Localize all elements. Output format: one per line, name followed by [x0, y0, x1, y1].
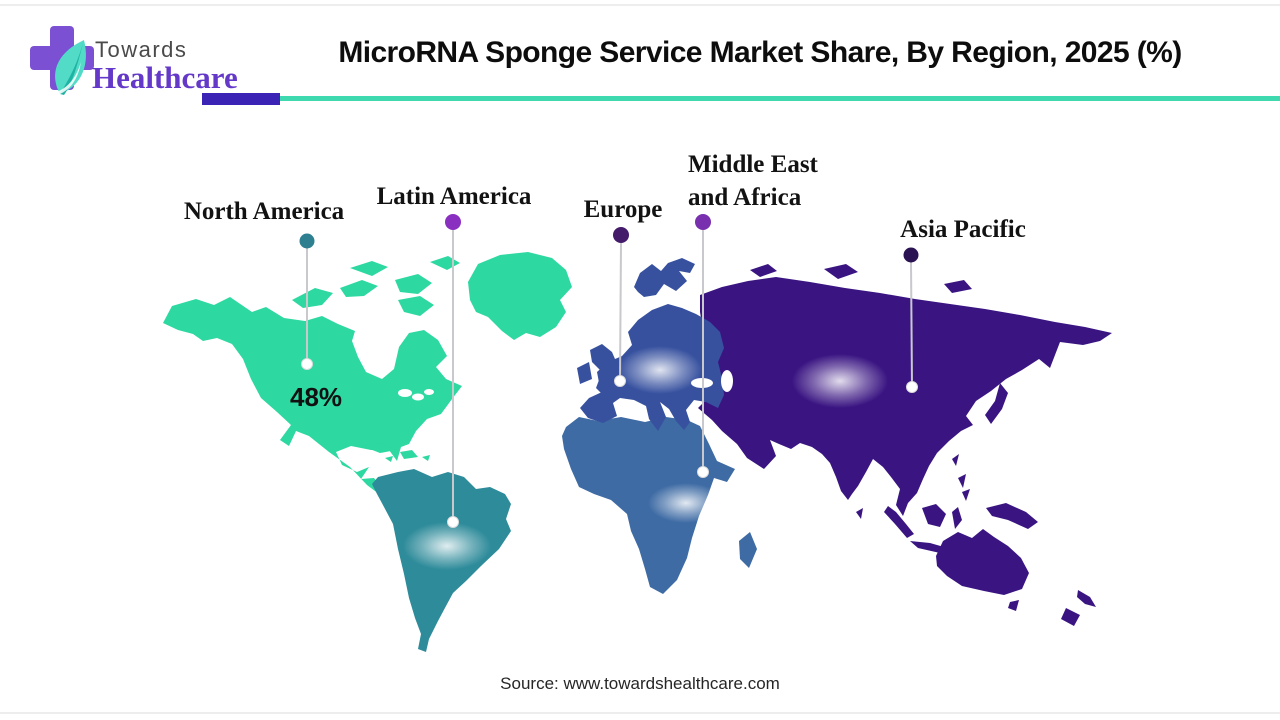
label-europe: Europe — [583, 196, 663, 223]
top-border-line — [0, 4, 1280, 6]
pin-dot-latin-america — [445, 214, 461, 230]
pin-europe — [613, 227, 629, 387]
pin-dot-middle-east-africa — [695, 214, 711, 230]
leaf-icon — [55, 40, 86, 95]
map-glow-highlights — [403, 346, 888, 570]
logo-text-healthcare: Healthcare — [92, 60, 238, 95]
map-pins — [299, 214, 919, 528]
value-north-america: 48% — [290, 382, 343, 412]
towards-healthcare-logo: Towards Healthcare — [18, 18, 268, 100]
pin-asia-pacific — [903, 247, 919, 393]
page-title: MicroRNA Sponge Service Market Share, By… — [338, 36, 1182, 69]
region-north-america-landmass — [163, 252, 572, 494]
label-middle-east-africa: Middle East and Africa — [688, 151, 818, 211]
pin-middle-east-africa — [695, 214, 711, 478]
pin-dot-europe — [613, 227, 629, 243]
header-accent-line — [280, 96, 1280, 101]
pin-latin-america — [445, 214, 461, 528]
pin-dot-asia-pacific — [903, 247, 919, 263]
bottom-border-line — [0, 712, 1280, 714]
label-north-america: North America — [183, 198, 345, 225]
pin-dot-north-america — [299, 233, 315, 249]
label-asia-pacific: Asia Pacific — [900, 216, 1026, 243]
logo-text-towards: Towards — [95, 37, 188, 62]
region-asia-pacific-landmass — [698, 264, 1112, 626]
label-latin-america: Latin America — [376, 183, 532, 210]
pin-north-america — [299, 233, 315, 370]
logo-mark — [30, 26, 94, 95]
header-accent-bar — [202, 93, 280, 105]
source-note: Source: www.towardshealthcare.com — [500, 674, 780, 693]
